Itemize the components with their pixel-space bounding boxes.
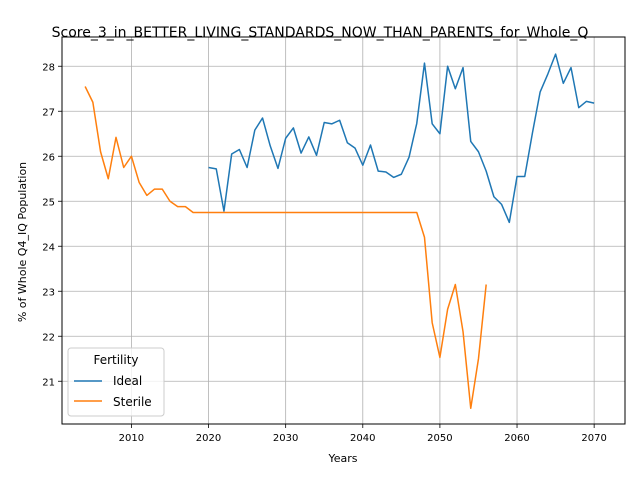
- x-tick-label: 2030: [273, 433, 298, 444]
- y-tick-label: 23: [42, 287, 55, 298]
- y-axis: 21 22 23 24 25 26 27 28: [42, 62, 62, 388]
- y-tick-label: 28: [42, 62, 55, 73]
- legend-label-ideal: Ideal: [113, 374, 142, 388]
- y-tick-label: 24: [42, 242, 55, 253]
- y-tick-label: 22: [42, 332, 55, 343]
- legend-label-sterile: Sterile: [113, 395, 152, 409]
- series-line-ideal: [208, 53, 595, 224]
- plot-frame: [61, 36, 626, 425]
- legend-box: [67, 347, 165, 417]
- x-tick-label: 2050: [427, 433, 452, 444]
- x-tick-label: 2010: [119, 433, 144, 444]
- chart-title: Score_3_in_BETTER_LIVING_STANDARDS_NOW_T…: [52, 25, 589, 41]
- x-tick-label: 2040: [350, 433, 375, 444]
- grid-lines: [62, 37, 625, 424]
- y-tick-label: 26: [42, 152, 55, 163]
- x-tick-label: 2020: [196, 433, 221, 444]
- x-tick-label: 2060: [504, 433, 529, 444]
- y-axis-label: % of Whole Q4_IQ Population: [16, 162, 29, 322]
- series-layer: [84, 53, 595, 409]
- legend-title: Fertility: [93, 353, 138, 367]
- y-tick-label: 21: [42, 377, 55, 388]
- y-tick-label: 27: [42, 107, 55, 118]
- x-axis-label: Years: [327, 452, 357, 465]
- x-axis: 2010 2020 2030 2040 2050 2060 2070: [119, 424, 607, 444]
- series-line-sterile: [84, 86, 487, 409]
- x-tick-label: 2070: [581, 433, 606, 444]
- y-tick-label: 25: [42, 197, 55, 208]
- legend: Fertility Ideal Sterile: [67, 347, 165, 417]
